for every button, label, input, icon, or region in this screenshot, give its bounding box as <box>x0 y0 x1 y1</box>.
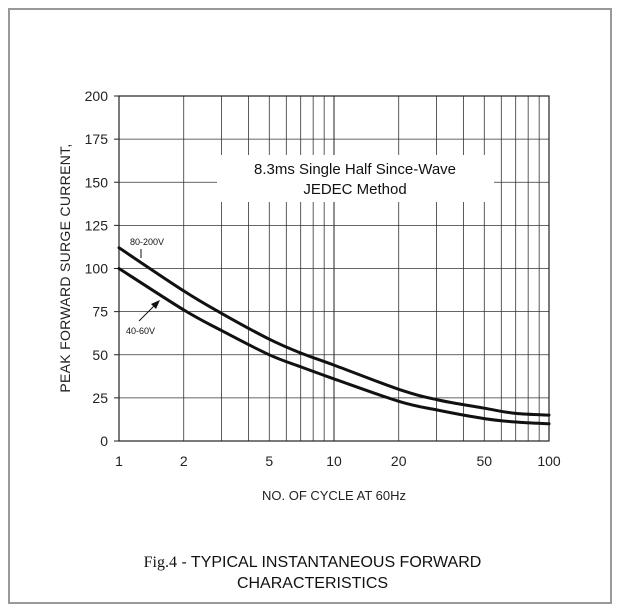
annotation-line-1: 8.3ms Single Half Since-Wave <box>254 161 456 178</box>
y-tick-label: 125 <box>85 217 109 233</box>
x-tick-label: 10 <box>326 453 342 469</box>
caption-line-2: CHARACTERISTICS <box>236 575 389 592</box>
grid-lines <box>119 95 549 442</box>
y-tick-label: 0 <box>100 433 108 449</box>
caption-line-1: Fig.4 - TYPICAL INSTANTANEOUS FORWARD <box>8 552 617 573</box>
series-label-40-60v-text: 40-60V <box>126 326 155 336</box>
caption-fig-number: Fig.4 <box>143 554 177 571</box>
y-axis-label: PEAK FORWARD SURGE CURRENT, <box>57 143 73 392</box>
x-tick-label: 5 <box>265 453 273 469</box>
series-label-80-200v: 80-200V <box>130 237 164 258</box>
x-tick-label: 1 <box>115 453 123 469</box>
annotation-line-2: JEDEC Method <box>303 181 406 198</box>
y-tick-label: 175 <box>85 131 109 147</box>
series-label-80-200v-text: 80-200V <box>130 237 164 247</box>
y-tick-label: 100 <box>85 261 109 277</box>
series-line-80-200v <box>117 246 551 417</box>
series-label-40-60v-arrowhead <box>151 300 160 309</box>
x-tick-label: 50 <box>476 453 492 469</box>
caption-title: - TYPICAL INSTANTANEOUS FORWARD <box>177 554 482 571</box>
x-tick-label: 100 <box>537 453 561 469</box>
y-tick-label: 75 <box>92 304 108 320</box>
series-line-40-60v <box>117 267 551 426</box>
x-tick-label: 20 <box>391 453 407 469</box>
series-lines <box>117 246 551 426</box>
x-tick-label: 2 <box>180 453 188 469</box>
y-tick-label: 50 <box>92 347 108 363</box>
series-label-40-60v: 40-60V <box>126 300 160 336</box>
chart-frame <box>8 8 612 604</box>
y-tick-label: 150 <box>85 174 109 190</box>
figure-caption: Fig.4 - TYPICAL INSTANTANEOUS FORWARD CH… <box>8 552 617 594</box>
y-tick-label: 25 <box>92 390 108 406</box>
y-tick-label: 200 <box>85 88 109 104</box>
x-axis-label: NO. OF CYCLE AT 60Hz <box>262 488 406 503</box>
annotation-box: 8.3ms Single Half Since-Wave JEDEC Metho… <box>217 155 494 202</box>
